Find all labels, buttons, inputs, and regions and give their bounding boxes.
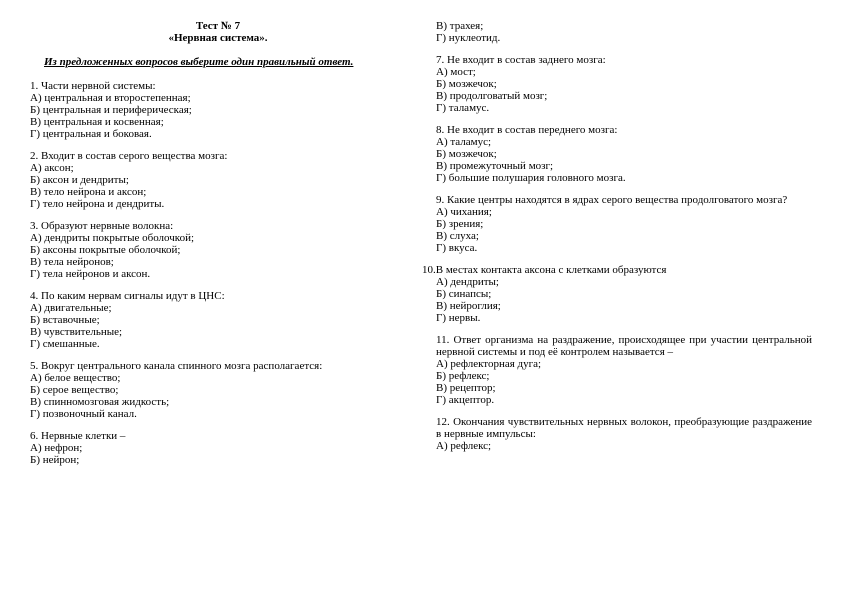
q7-a: А) мост;	[436, 66, 812, 78]
q9-d: Г) вкуса.	[436, 242, 812, 254]
title-block: Тест № 7 «Нервная система».	[30, 20, 406, 44]
q1-text: 1. Части нервной системы:	[30, 80, 406, 92]
q10-d: Г) нервы.	[436, 312, 812, 324]
q11-text: 11. Ответ организма на раздражение, прои…	[436, 334, 812, 358]
q1-d: Г) центральная и боковая.	[30, 128, 406, 140]
q2-a: А) аксон;	[30, 162, 406, 174]
q1-b: Б) центральная и периферическая;	[30, 104, 406, 116]
question-4: 4. По каким нервам сигналы идут в ЦНС: А…	[30, 290, 406, 350]
title-line-1: Тест № 7	[30, 20, 406, 32]
q2-c: В) тело нейрона и аксон;	[30, 186, 406, 198]
q5-a: А) белое вещество;	[30, 372, 406, 384]
q8-text: 8. Не входит в состав переднего мозга:	[436, 124, 812, 136]
q8-a: А) таламус;	[436, 136, 812, 148]
q9-a: А) чихания;	[436, 206, 812, 218]
q1-a: А) центральная и второстепенная;	[30, 92, 406, 104]
q6-d: Г) нуклеотид.	[436, 32, 812, 44]
q5-c: В) спинномозговая жидкость;	[30, 396, 406, 408]
q3-d: Г) тела нейронов и аксон.	[30, 268, 406, 280]
q10-c: В) нейроглия;	[436, 300, 812, 312]
q5-text: 5. Вокруг центрального канала спинного м…	[30, 360, 406, 372]
q6-b: Б) нейрон;	[30, 454, 406, 466]
q11-c: В) рецептор;	[436, 382, 812, 394]
right-column: В) трахея; Г) нуклеотид. 7. Не входит в …	[436, 20, 812, 575]
q6-c: В) трахея;	[436, 20, 812, 32]
question-2: 2. Входит в состав серого вещества мозга…	[30, 150, 406, 210]
q7-b: Б) мозжечок;	[436, 78, 812, 90]
q8-d: Г) большие полушария головного мозга.	[436, 172, 812, 184]
q3-b: Б) аксоны покрытые оболочкой;	[30, 244, 406, 256]
title-line-2: «Нервная система».	[30, 32, 406, 44]
q5-d: Г) позвоночный канал.	[30, 408, 406, 420]
instruction: Из предложенных вопросов выберите один п…	[30, 56, 406, 68]
question-3: 3. Образуют нервные волокна: А) дендриты…	[30, 220, 406, 280]
q3-a: А) дендриты покрытые оболочкой;	[30, 232, 406, 244]
q4-d: Г) смешанные.	[30, 338, 406, 350]
question-1: 1. Части нервной системы: А) центральная…	[30, 80, 406, 140]
q2-d: Г) тело нейрона и дендриты.	[30, 198, 406, 210]
q6-a: А) нефрон;	[30, 442, 406, 454]
q11-b: Б) рефлекс;	[436, 370, 812, 382]
q7-c: В) продолговатый мозг;	[436, 90, 812, 102]
q11-d: Г) акцептор.	[436, 394, 812, 406]
q2-text: 2. Входит в состав серого вещества мозга…	[30, 150, 406, 162]
q2-b: Б) аксон и дендриты;	[30, 174, 406, 186]
q1-c: В) центральная и косвенная;	[30, 116, 406, 128]
question-5: 5. Вокруг центрального канала спинного м…	[30, 360, 406, 420]
question-6-cont: В) трахея; Г) нуклеотид.	[436, 20, 812, 44]
question-10: 10.В местах контакта аксона с клетками о…	[436, 264, 812, 324]
q3-text: 3. Образуют нервные волокна:	[30, 220, 406, 232]
question-8: 8. Не входит в состав переднего мозга: А…	[436, 124, 812, 184]
q10-text: 10.В местах контакта аксона с клетками о…	[436, 264, 812, 276]
left-column: Тест № 7 «Нервная система». Из предложен…	[30, 20, 406, 575]
q10-b: Б) синапсы;	[436, 288, 812, 300]
q4-text: 4. По каким нервам сигналы идут в ЦНС:	[30, 290, 406, 302]
q7-d: Г) таламус.	[436, 102, 812, 114]
question-12: 12. Окончания чувствительных нервных вол…	[436, 416, 812, 452]
q5-b: Б) серое вещество;	[30, 384, 406, 396]
q4-a: А) двигательные;	[30, 302, 406, 314]
q3-c: В) тела нейронов;	[30, 256, 406, 268]
question-11: 11. Ответ организма на раздражение, прои…	[436, 334, 812, 406]
q4-b: Б) вставочные;	[30, 314, 406, 326]
question-7: 7. Не входит в состав заднего мозга: А) …	[436, 54, 812, 114]
q4-c: В) чувствительные;	[30, 326, 406, 338]
q9-b: Б) зрения;	[436, 218, 812, 230]
q7-text: 7. Не входит в состав заднего мозга:	[436, 54, 812, 66]
q8-b: Б) мозжечок;	[436, 148, 812, 160]
q11-a: А) рефлекторная дуга;	[436, 358, 812, 370]
question-6: 6. Нервные клетки – А) нефрон; Б) нейрон…	[30, 430, 406, 466]
q9-c: В) слуха;	[436, 230, 812, 242]
q12-a: А) рефлекс;	[436, 440, 812, 452]
question-9: 9. Какие центры находятся в ядрах серого…	[436, 194, 812, 254]
q10-a: А) дендриты;	[436, 276, 812, 288]
q8-c: В) промежуточный мозг;	[436, 160, 812, 172]
q9-text: 9. Какие центры находятся в ядрах серого…	[436, 194, 812, 206]
q12-text: 12. Окончания чувствительных нервных вол…	[436, 416, 812, 440]
q6-text: 6. Нервные клетки –	[30, 430, 406, 442]
